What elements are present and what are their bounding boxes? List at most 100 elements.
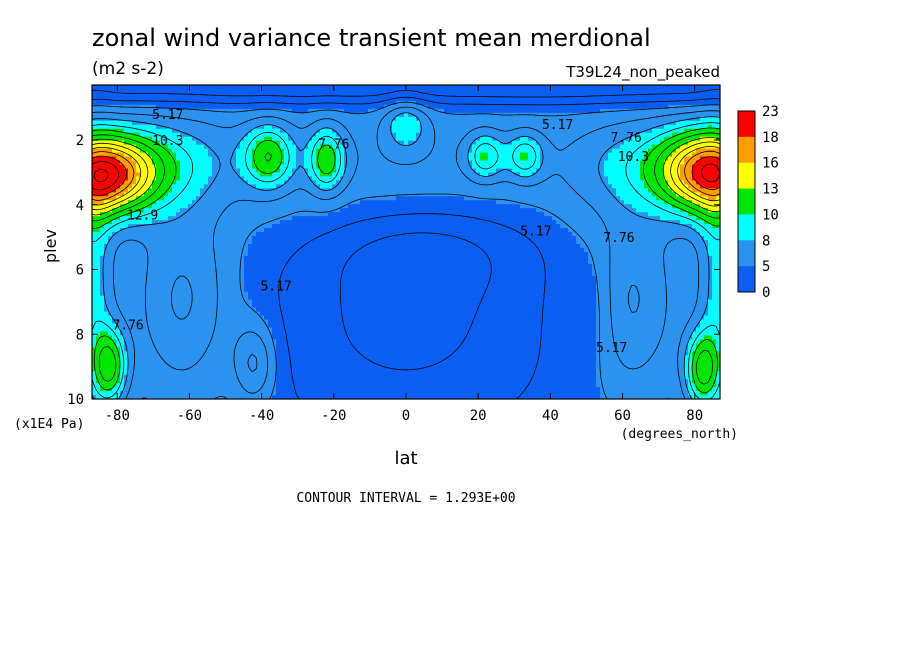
field-cell [360,192,365,197]
field-cell [488,156,493,162]
field-cell [184,148,189,154]
field-cell [260,132,265,138]
field-cell [424,188,429,193]
field-cell [544,160,549,166]
field-cell [432,196,437,201]
field-cell [208,180,213,185]
field-cell [564,140,569,146]
field-cell [352,180,357,185]
field-cell [244,116,249,122]
field-cell [296,152,301,158]
field-cell [548,124,553,130]
field-cell [152,108,157,114]
field-cell [716,204,720,209]
field-cell [660,144,665,150]
field-cell [692,136,697,142]
field-cell [544,156,549,162]
field-cell [604,204,609,209]
field-cell [624,124,629,130]
field-cell [504,200,509,205]
field-cell [616,200,621,205]
field-cell [144,176,149,181]
field-cell [516,180,521,185]
field-cell [316,96,321,102]
field-cell [600,200,605,205]
field-cell [520,132,525,138]
field-cell [368,140,373,146]
field-cell [332,160,337,166]
field-cell [416,168,421,174]
field-cell [520,144,525,150]
field-cell [380,192,385,197]
field-cell [664,192,669,197]
field-cell [376,196,381,201]
field-cell [640,144,645,150]
field-cell [608,188,613,193]
field-cell [444,116,449,122]
field-cell [552,140,557,146]
field-cell [644,92,649,98]
field-cell [476,116,481,122]
field-cell [160,85,165,90]
field-cell [136,192,141,197]
field-cell [648,188,653,193]
field-cell [392,152,397,158]
field-cell [544,88,549,94]
field-cell [568,132,573,138]
field-cell [588,108,593,114]
field-cell [676,124,681,130]
field-cell [536,148,541,154]
field-cell [412,164,417,170]
field-cell [288,104,293,110]
field-cell [444,112,449,118]
field-cell [400,116,405,122]
field-cell [200,208,205,213]
field-cell [588,208,593,213]
field-cell [564,88,569,94]
field-cell [380,132,385,138]
field-cell [704,148,709,154]
field-cell [672,112,677,118]
field-cell [580,132,585,138]
field-cell [504,100,509,106]
field-cell [520,180,525,185]
field-cell [256,148,261,154]
field-cell [588,85,593,90]
field-cell [416,112,421,118]
field-cell [276,132,281,138]
field-cell [292,124,297,130]
field-cell [696,92,701,98]
field-cell [608,124,613,130]
field-cell [328,124,333,130]
field-cell [244,176,249,181]
field-cell [688,140,693,146]
field-cell [332,112,337,118]
field-cell [208,148,213,154]
field-cell [120,120,125,126]
field-cell [644,188,649,193]
field-cell [432,188,437,193]
field-cell [500,172,505,178]
field-cell [432,148,437,154]
field-cell [224,208,229,213]
field-cell [316,156,321,162]
field-cell [468,124,473,130]
field-cell [520,128,525,134]
field-cell [352,156,357,162]
field-cell [188,148,193,154]
field-cell [312,88,317,94]
field-cell [256,92,261,98]
field-cell [600,120,605,126]
field-cell [368,200,373,205]
field-cell [560,196,565,201]
field-cell [204,152,209,158]
field-cell [628,152,633,158]
field-cell [100,116,105,122]
field-cell [200,192,205,197]
field-cell [460,204,465,209]
field-cell [664,116,669,122]
field-cell [488,140,493,146]
field-cell [312,188,317,193]
field-cell [676,188,681,193]
field-cell [404,140,409,146]
